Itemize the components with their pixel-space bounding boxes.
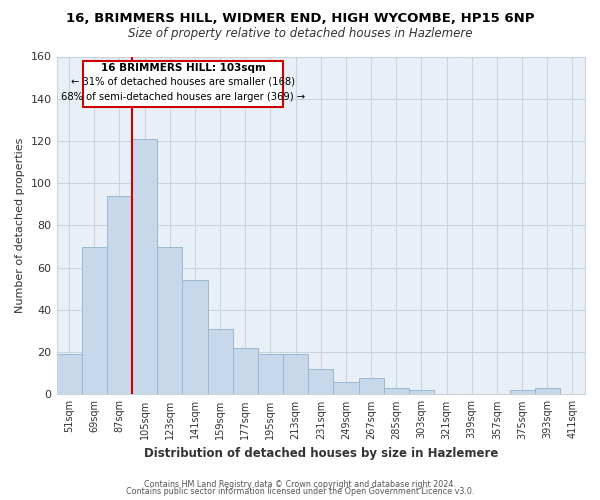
Bar [157,246,182,394]
Bar [535,388,560,394]
Bar [359,378,383,394]
Text: 16 BRIMMERS HILL: 103sqm: 16 BRIMMERS HILL: 103sqm [101,63,265,73]
Bar [409,390,434,394]
Bar [383,388,409,394]
Bar [258,354,283,395]
Bar [233,348,258,395]
Bar [82,246,107,394]
Text: Contains HM Land Registry data © Crown copyright and database right 2024.: Contains HM Land Registry data © Crown c… [144,480,456,489]
Text: Size of property relative to detached houses in Hazlemere: Size of property relative to detached ho… [128,28,472,40]
Bar [208,329,233,394]
Bar [509,390,535,394]
FancyBboxPatch shape [83,60,283,107]
Bar [182,280,208,394]
Bar [334,382,359,394]
Text: 68% of semi-detached houses are larger (369) →: 68% of semi-detached houses are larger (… [61,92,305,102]
Bar [107,196,132,394]
Y-axis label: Number of detached properties: Number of detached properties [15,138,25,313]
Text: ← 31% of detached houses are smaller (168): ← 31% of detached houses are smaller (16… [71,77,295,87]
Text: 16, BRIMMERS HILL, WIDMER END, HIGH WYCOMBE, HP15 6NP: 16, BRIMMERS HILL, WIDMER END, HIGH WYCO… [66,12,534,26]
Text: Contains public sector information licensed under the Open Government Licence v3: Contains public sector information licen… [126,487,474,496]
Bar [56,354,82,395]
Bar [283,354,308,395]
Bar [308,369,334,394]
Bar [132,139,157,394]
X-axis label: Distribution of detached houses by size in Hazlemere: Distribution of detached houses by size … [143,447,498,460]
